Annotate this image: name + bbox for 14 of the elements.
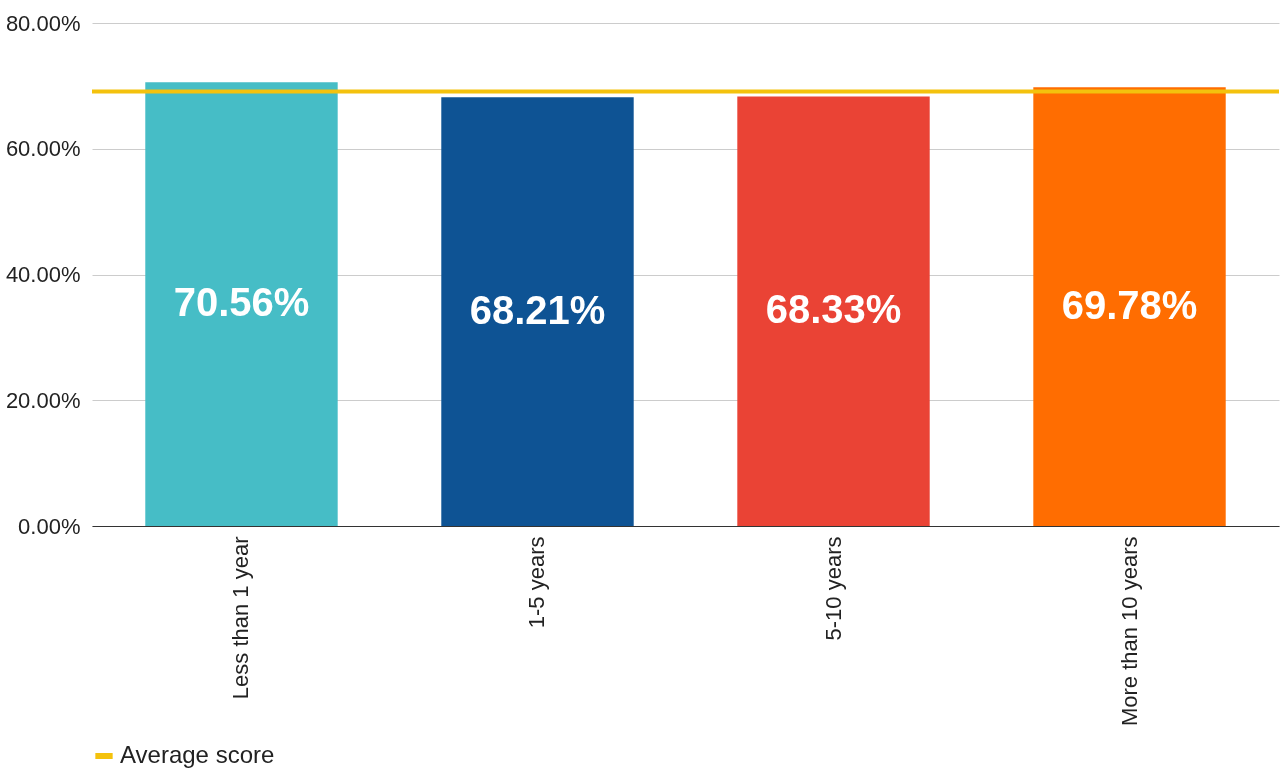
data-label: 70.56%: [173, 280, 310, 325]
x-tick-label: 5-10 years: [820, 536, 846, 641]
y-tick-label: 60.00%: [5, 136, 81, 162]
x-tick-label: More than 10 years: [1116, 536, 1142, 727]
x-tick-label: 1-5 years: [524, 536, 550, 629]
y-tick-label: 0.00%: [18, 513, 81, 539]
y-tick-label: 40.00%: [5, 262, 81, 287]
y-tick-label: 20.00%: [5, 387, 81, 413]
legend-label: Average score: [120, 741, 275, 768]
y-tick-label: 80.00%: [5, 10, 81, 36]
data-label: 68.33%: [765, 287, 902, 332]
data-label: 68.21%: [469, 287, 606, 332]
data-label: 69.78%: [1061, 282, 1198, 327]
x-tick-label: Less than 1 year: [228, 536, 254, 700]
